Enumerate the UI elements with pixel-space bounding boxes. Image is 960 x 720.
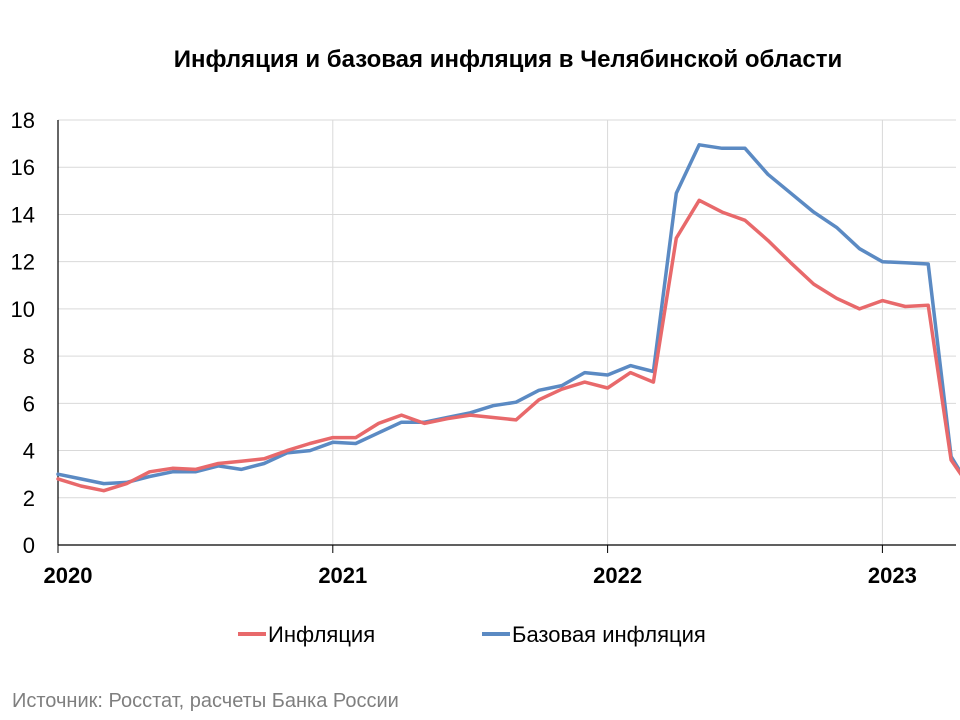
y-tick-label: 8	[23, 344, 35, 369]
series-line-0	[56, 198, 960, 493]
x-tick-label: 2021	[318, 563, 367, 588]
x-tick-label: 2022	[593, 563, 642, 588]
series-lines	[56, 143, 960, 493]
y-tick-label: 2	[23, 486, 35, 511]
axes: 0 2 4 6 8 10 12 14 16 18 2020 2021 2022 2023	[11, 108, 956, 588]
legend-label-0: Инфляция	[268, 622, 375, 647]
series-line-1	[56, 143, 960, 486]
chart-title: Инфляция и базовая инфляция в Челябинско…	[174, 46, 842, 73]
y-tick-label: 18	[11, 108, 35, 133]
y-tick-label: 12	[11, 250, 35, 275]
x-tick-label: 2023	[868, 563, 917, 588]
y-tick-label: 4	[23, 439, 35, 464]
y-tick-label: 14	[11, 202, 35, 227]
source-note: Источник: Росстат, расчеты Банка России	[12, 690, 399, 712]
y-tick-label: 10	[11, 297, 35, 322]
y-tick-label: 0	[23, 533, 35, 558]
y-tick-label: 16	[11, 155, 35, 180]
grid	[58, 119, 956, 545]
legend-label-1: Базовая инфляция	[512, 622, 706, 647]
y-tick-label: 6	[23, 391, 35, 416]
x-tick-label: 2020	[44, 563, 93, 588]
legend: Инфляция Базовая инфляция	[238, 622, 706, 647]
